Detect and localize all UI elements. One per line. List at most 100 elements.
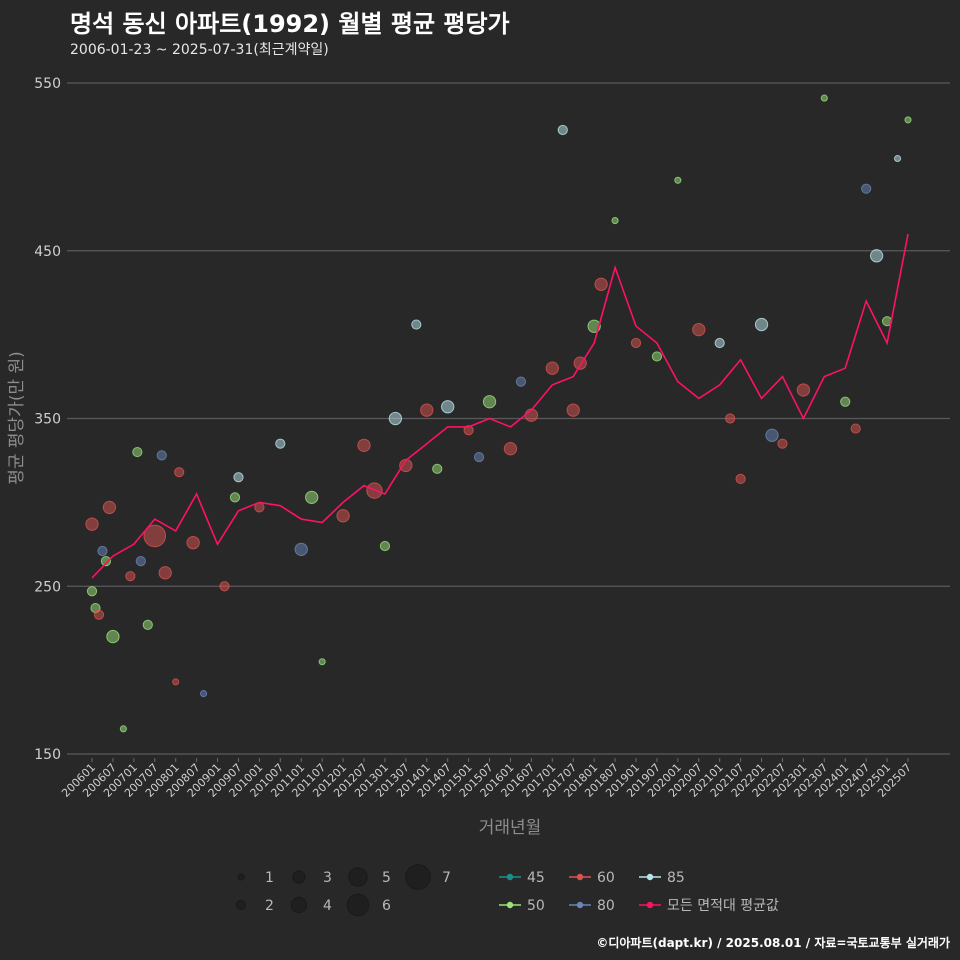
data-point xyxy=(399,458,413,473)
data-point xyxy=(651,351,663,362)
data-point xyxy=(100,555,112,567)
size-legend-label: 2 xyxy=(265,898,274,914)
data-point xyxy=(725,413,736,424)
data-point xyxy=(796,383,811,397)
data-point xyxy=(156,450,167,461)
data-point xyxy=(482,395,497,409)
data-point xyxy=(294,542,308,556)
color-legend: 45 50 60 80 85 모든 면적대 평균값 xyxy=(499,870,779,914)
color-legend-dot xyxy=(576,901,584,909)
data-point xyxy=(229,492,241,503)
data-point xyxy=(143,524,167,548)
y-tick-label: 550 xyxy=(34,76,61,92)
scatter-points xyxy=(85,94,912,733)
data-point xyxy=(85,517,99,531)
color-legend-dot xyxy=(646,901,654,909)
average-line xyxy=(91,233,909,579)
data-point xyxy=(850,423,861,434)
data-point xyxy=(861,183,872,194)
y-axis-title: 평균 평당가(만 원) xyxy=(7,351,27,485)
size-legend-label: 6 xyxy=(382,898,391,914)
y-tick-label: 150 xyxy=(34,747,61,763)
data-point xyxy=(305,490,319,504)
size-legend-marker xyxy=(237,873,245,881)
data-point xyxy=(379,540,391,552)
data-point xyxy=(219,581,230,592)
data-point xyxy=(545,361,559,375)
data-point xyxy=(630,337,642,349)
size-legend-marker xyxy=(292,870,306,884)
data-point xyxy=(233,472,244,483)
color-legend-label: 모든 면적대 평균값 xyxy=(667,898,779,914)
data-point xyxy=(566,403,580,417)
y-tick-label: 250 xyxy=(34,579,61,595)
size-legend-label: 5 xyxy=(382,870,391,886)
size-legend-marker xyxy=(290,896,308,914)
data-point xyxy=(336,509,350,523)
data-point xyxy=(515,376,527,387)
size-legend-marker xyxy=(348,867,368,887)
data-point xyxy=(97,545,108,557)
size-legend-marker xyxy=(405,864,431,890)
data-point xyxy=(893,154,902,163)
data-point xyxy=(692,322,706,337)
data-point xyxy=(840,396,851,407)
data-point xyxy=(275,438,286,449)
data-point xyxy=(432,463,443,474)
color-legend-dot xyxy=(506,901,514,909)
data-point xyxy=(318,658,326,666)
color-legend-label: 85 xyxy=(667,870,685,886)
data-point xyxy=(869,249,884,263)
chart-title: 명석 동신 아파트(1992) 월별 평균 평당가 xyxy=(70,10,510,38)
data-point xyxy=(611,217,619,225)
size-legend-label: 7 xyxy=(442,870,451,886)
grid-lines xyxy=(67,82,950,762)
data-point xyxy=(172,678,180,686)
data-point xyxy=(132,446,143,458)
data-point xyxy=(714,337,725,349)
color-legend-label: 50 xyxy=(527,898,545,914)
data-point xyxy=(102,500,117,515)
data-point xyxy=(765,428,779,442)
chart-subtitle: 2006-01-23 ~ 2025-07-31(최근계약일) xyxy=(70,42,329,58)
data-point xyxy=(594,277,608,291)
data-point xyxy=(674,176,682,184)
data-point xyxy=(119,725,127,733)
data-point xyxy=(754,317,769,332)
data-point xyxy=(357,438,371,452)
color-legend-label: 80 xyxy=(597,898,615,914)
size-legend-label: 3 xyxy=(323,870,332,886)
data-point xyxy=(735,473,746,484)
size-legend-label: 4 xyxy=(323,898,332,914)
data-point xyxy=(777,438,788,449)
data-point xyxy=(441,400,455,414)
data-point xyxy=(86,586,98,597)
size-legend: 1 2 3 4 5 6 7 xyxy=(235,864,451,917)
data-point xyxy=(557,124,568,136)
data-point xyxy=(158,566,172,580)
color-legend-dot xyxy=(646,873,654,881)
footer-credit: ©디아파트(dapt.kr) / 2025.08.01 / 자료=국토교통부 실… xyxy=(596,936,950,950)
data-point xyxy=(106,629,120,644)
data-point xyxy=(820,94,828,102)
color-legend-label: 60 xyxy=(597,870,615,886)
y-tick-label: 450 xyxy=(34,244,61,260)
size-legend-marker xyxy=(235,899,247,911)
data-point xyxy=(142,619,153,630)
data-point xyxy=(93,609,105,620)
data-point xyxy=(174,467,185,478)
x-tick-labels: 2006012006072007012007072008012008072009… xyxy=(59,761,914,800)
data-point xyxy=(420,403,434,417)
color-legend-label: 45 xyxy=(527,870,545,886)
data-point xyxy=(463,425,474,436)
size-legend-label: 1 xyxy=(265,870,274,886)
data-point xyxy=(125,571,136,582)
data-point xyxy=(186,535,200,550)
y-tick-labels: 150 250 350 450 550 xyxy=(34,76,61,763)
color-legend-dot xyxy=(506,873,514,881)
data-point xyxy=(388,411,403,426)
data-point xyxy=(135,555,146,567)
data-point xyxy=(411,319,422,330)
y-tick-label: 350 xyxy=(34,412,61,428)
color-legend-dot xyxy=(576,873,584,881)
